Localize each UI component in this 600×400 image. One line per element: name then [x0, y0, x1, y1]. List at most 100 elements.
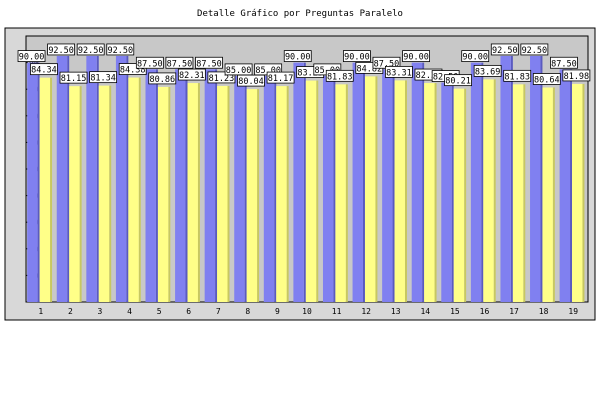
data-label-box — [135, 56, 164, 69]
bar-blue — [56, 55, 68, 303]
x-tick-label: 13 — [391, 307, 401, 316]
data-label-text: 90.00 — [19, 53, 45, 63]
bar-yellow — [128, 77, 139, 303]
data-label-text: 83.25 — [297, 69, 323, 79]
x-tick-label: 1 — [38, 307, 43, 316]
bar-group — [364, 76, 378, 302]
data-label: 90.00 — [461, 50, 490, 63]
data-label: 92.50 — [520, 43, 549, 56]
data-label-text: 87.50 — [551, 59, 577, 69]
data-label: 92.50 — [106, 43, 135, 56]
data-label-box — [461, 50, 490, 62]
bar-blue — [86, 55, 97, 303]
bar-shade — [286, 86, 289, 302]
bar-blue — [263, 75, 275, 303]
x-tick-label: 16 — [480, 307, 490, 316]
data-label: 81.34 — [89, 71, 118, 84]
x-tick-label: 5 — [157, 307, 162, 316]
data-label: 80.86 — [148, 72, 177, 85]
data-label-box — [444, 74, 472, 87]
data-label: 87.50 — [135, 56, 164, 69]
x-tick-label: 9 — [275, 307, 280, 316]
data-label-box — [89, 71, 118, 84]
bar-blue — [530, 55, 541, 303]
bar-shade — [303, 62, 306, 302]
bar-group — [411, 62, 425, 302]
data-label-text: 92.50 — [107, 46, 133, 56]
data-label-text: 92.50 — [78, 46, 104, 56]
data-label-box — [283, 50, 312, 62]
data-label-box — [550, 56, 578, 69]
x-tick-label: 3 — [98, 307, 103, 316]
bars — [27, 55, 585, 303]
bar-group — [512, 84, 526, 302]
bar-group — [500, 55, 513, 303]
data-label-box — [503, 69, 532, 82]
bar-yellow — [335, 84, 346, 302]
bar-shade — [392, 69, 395, 302]
bar-group — [352, 62, 365, 302]
x-tick-label: 11 — [332, 307, 342, 316]
bar-yellow — [157, 86, 169, 302]
bar-blue — [441, 82, 452, 302]
data-label: 81.17 — [266, 71, 295, 84]
data-label: 87.50 — [550, 56, 578, 69]
bar-blue — [115, 55, 127, 303]
bar-blue — [500, 55, 511, 303]
data-label-text: 85.00 — [226, 66, 252, 76]
data-label-text: 81.23 — [209, 74, 235, 84]
bar-blue — [411, 62, 423, 302]
bar-blue — [145, 69, 156, 302]
bar-yellow — [542, 87, 553, 303]
data-label-box — [76, 43, 105, 56]
data-label: 81.23 — [207, 71, 236, 84]
bar-yellow — [305, 80, 317, 303]
data-label: 87.50 — [195, 56, 223, 69]
bar-shade — [552, 87, 555, 303]
data-labels: 90.00 84.34 92.50 81.15 92.50 81.34 92.50 84.38… — [17, 43, 591, 87]
bar-blue — [204, 69, 216, 302]
data-label: 90.00 — [17, 50, 46, 63]
data-label-box — [177, 68, 206, 81]
data-label-box — [17, 50, 46, 62]
data-label-box — [490, 43, 519, 56]
bar-blue — [470, 62, 482, 302]
data-label-text: 82.31 — [416, 71, 442, 81]
data-label-box — [47, 43, 76, 56]
data-label: 90.00 — [342, 50, 371, 63]
data-label-text: 83.69 — [475, 67, 501, 77]
data-label-text: 82.31 — [179, 71, 205, 81]
bar-group — [145, 69, 158, 302]
data-label-text: 92.50 — [492, 46, 518, 56]
bar-shade — [422, 62, 425, 302]
data-label-text: 90.00 — [462, 53, 488, 63]
data-label-box — [30, 63, 58, 76]
bar-shade — [523, 84, 526, 302]
bar-shade — [404, 80, 407, 302]
data-label: 81.98 — [562, 69, 591, 82]
data-label: 80.04 — [237, 74, 265, 87]
x-tick-label: 15 — [450, 307, 460, 316]
bar-group — [394, 80, 407, 302]
bar-group — [424, 83, 437, 303]
x-tick-label: 4 — [127, 307, 132, 316]
data-label-box — [520, 43, 549, 56]
bar-group — [128, 77, 141, 303]
data-label-text: 87.50 — [196, 59, 222, 69]
x-tick-label: 8 — [245, 307, 250, 316]
data-label-text: 87.50 — [137, 59, 163, 69]
data-label-text: 80.86 — [149, 75, 175, 85]
bar-shade — [244, 75, 247, 303]
bar-shade — [333, 75, 336, 303]
bar-group — [39, 77, 53, 302]
bar-group — [483, 79, 496, 302]
x-tick-label: 19 — [568, 307, 578, 316]
data-label-box — [325, 69, 354, 82]
data-label-text: 80.21 — [445, 77, 471, 87]
bar-yellow — [364, 76, 376, 302]
data-label-box — [342, 50, 371, 62]
bar-group — [98, 85, 112, 303]
data-label-box — [59, 71, 88, 84]
bar-yellow — [512, 84, 524, 302]
x-tick-label: 17 — [509, 307, 519, 316]
